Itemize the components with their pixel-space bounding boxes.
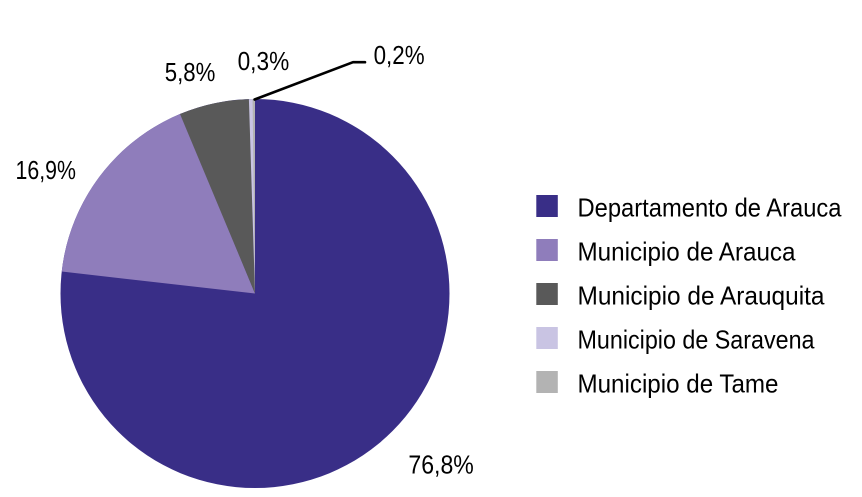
svg-text:Departamento de Arauca: Departamento de Arauca — [578, 192, 842, 222]
svg-text:76,8%: 76,8% — [408, 449, 473, 479]
svg-text:0,2%: 0,2% — [374, 40, 425, 70]
svg-text:Municipio de Arauquita: Municipio de Arauquita — [578, 280, 826, 310]
svg-text:Municipio de Arauca: Municipio de Arauca — [578, 236, 797, 266]
svg-text:Municipio de Saravena: Municipio de Saravena — [578, 324, 815, 354]
svg-text:0,3%: 0,3% — [238, 46, 290, 76]
svg-text:Municipio de Tame: Municipio de Tame — [578, 368, 779, 398]
svg-text:5,8%: 5,8% — [165, 57, 216, 87]
svg-text:16,9%: 16,9% — [16, 155, 76, 185]
